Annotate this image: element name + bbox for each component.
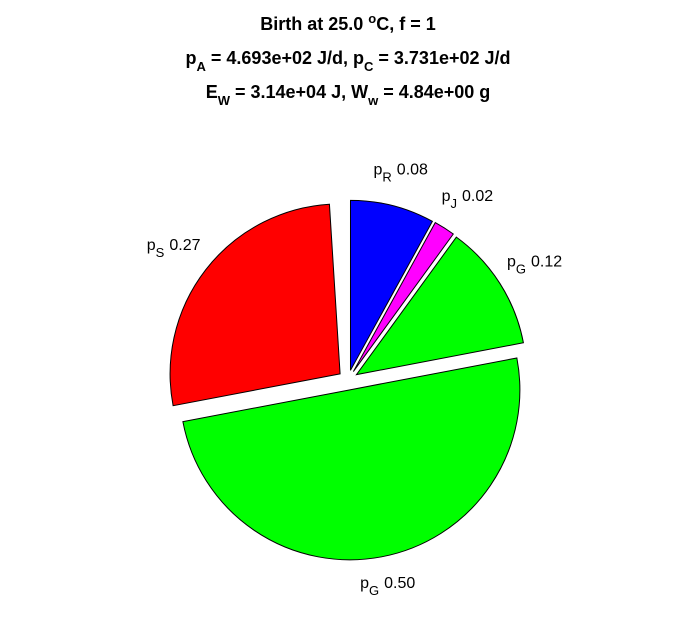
title-text: = 4.693e+02 J/d, p (206, 48, 364, 68)
title-text: Birth at 25.0 (260, 14, 368, 34)
chart-title-line: Birth at 25.0 oC, f = 1 (260, 11, 436, 34)
label-value: 0.02 (462, 188, 493, 205)
label-name: p (360, 575, 369, 592)
label-subscript: R (382, 170, 391, 185)
slice-label: pR 0.08 (374, 162, 429, 185)
title-text: = 3.14e+04 J, W (230, 82, 368, 102)
pie-slice (349, 199, 434, 371)
title-script: W (218, 93, 231, 108)
label-value: 0.27 (169, 237, 200, 254)
label-name: p (507, 253, 516, 270)
label-subscript: S (156, 245, 165, 260)
title-text: p (186, 48, 197, 68)
label-name: p (442, 188, 451, 205)
title-script: o (368, 11, 376, 26)
slice-label: pS 0.27 (147, 237, 201, 260)
label-name: p (147, 237, 156, 254)
label-subscript: G (369, 583, 379, 598)
pie-slice (182, 357, 521, 561)
label-subscript: G (516, 261, 526, 276)
title-script: C (364, 59, 374, 74)
title-text: = 3.731e+02 J/d (373, 48, 510, 68)
pie-slice (352, 221, 454, 372)
label-value: 0.50 (384, 575, 415, 592)
pie-slice (169, 203, 341, 407)
slice-label: pJ 0.02 (442, 188, 494, 211)
title-script: w (367, 93, 379, 108)
label-value: 0.08 (397, 162, 428, 179)
chart-title-line: EW = 3.14e+04 J, Ww = 4.84e+00 g (206, 82, 491, 108)
label-name: p (374, 162, 383, 179)
title-script: A (197, 59, 207, 74)
slice-label: pG 0.12 (507, 253, 562, 276)
title-text: C, f = 1 (376, 14, 436, 34)
chart-title-line: pA = 4.693e+02 J/d, pC = 3.731e+02 J/d (186, 48, 511, 74)
title-text: = 4.84e+00 g (378, 82, 490, 102)
pie-slice (355, 236, 525, 376)
title-text: E (206, 82, 218, 102)
label-subscript: J (451, 196, 458, 211)
slice-label: pG 0.50 (360, 575, 415, 598)
label-value: 0.12 (531, 253, 562, 270)
